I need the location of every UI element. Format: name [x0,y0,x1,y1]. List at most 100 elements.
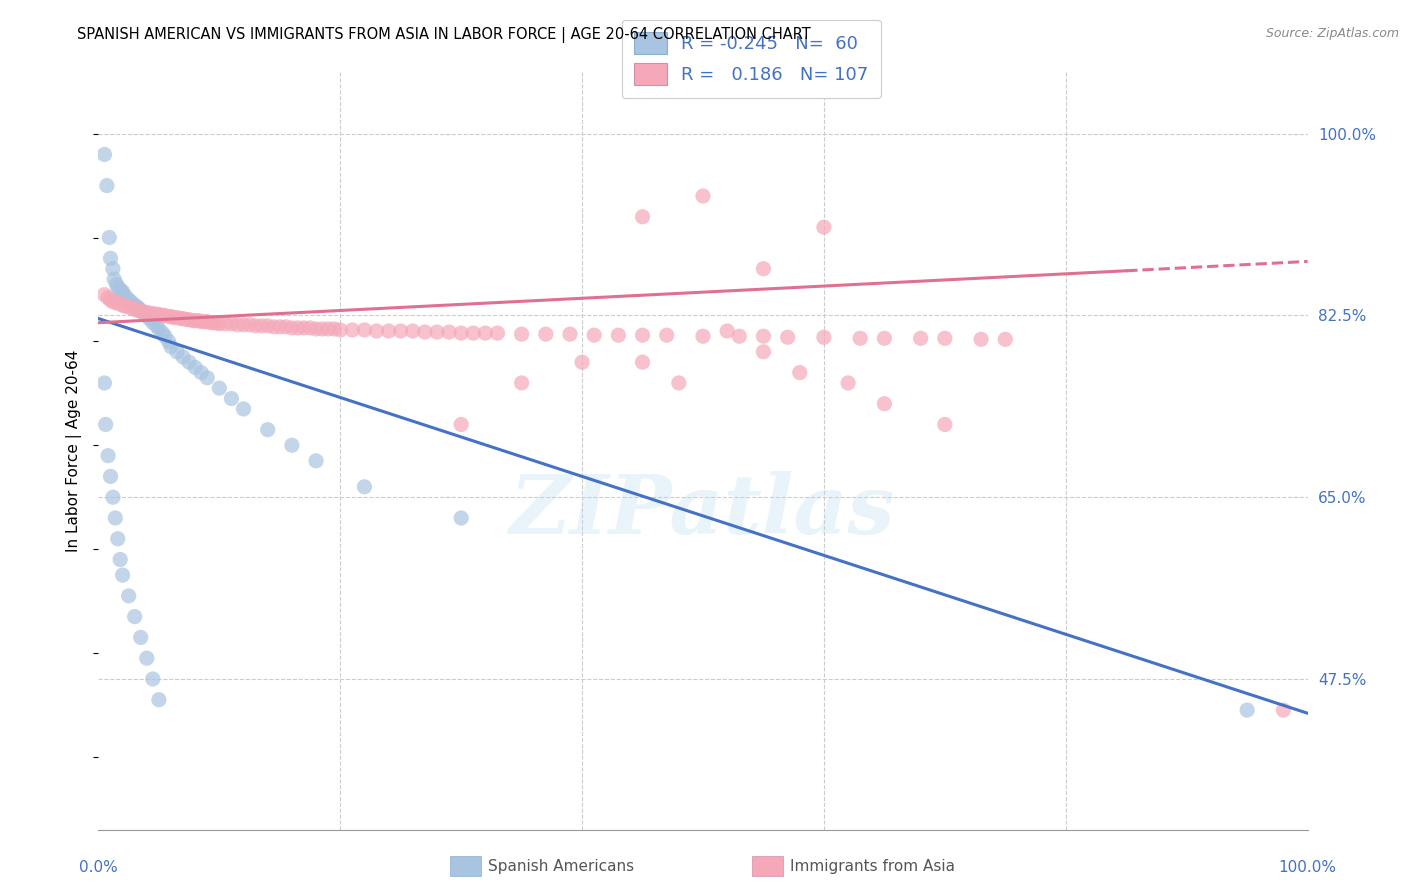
Point [100,252,122,266]
Point [93,376,115,390]
Point [118,589,141,603]
Point [728,329,751,343]
Point [124,302,146,317]
Point [837,376,859,390]
Point [571,355,593,369]
Point [934,417,956,432]
Point [101,261,124,276]
Point [93,287,115,301]
Point [1236,703,1258,717]
Point [353,480,375,494]
Point [208,317,231,331]
Point [120,294,142,309]
Point [450,417,472,432]
Text: Source: ZipAtlas.com: Source: ZipAtlas.com [1265,27,1399,40]
Point [873,397,896,411]
Point [172,311,194,326]
Point [111,568,134,582]
Point [132,305,155,319]
Point [142,306,165,320]
Point [166,344,188,359]
Point [221,392,243,406]
Point [534,327,557,342]
Point [776,330,799,344]
Point [752,344,775,359]
Point [135,309,157,323]
Text: 0.0%: 0.0% [79,860,118,875]
Point [121,297,143,311]
Point [970,332,993,346]
Point [98,230,121,244]
Point [655,328,678,343]
Point [377,324,399,338]
Point [202,316,225,330]
Point [97,449,120,463]
Point [105,296,128,310]
Point [138,311,160,326]
Point [281,321,304,335]
Point [232,318,254,332]
Point [329,323,352,337]
Point [153,309,176,323]
Y-axis label: In Labor Force | Age 20-64: In Labor Force | Age 20-64 [66,350,83,551]
Point [311,322,333,336]
Point [292,321,315,335]
Point [179,355,201,369]
Point [169,311,191,326]
Point [118,293,141,307]
Point [127,301,149,315]
Point [510,327,533,342]
Point [111,285,134,299]
Point [181,313,204,327]
Point [94,417,117,432]
Point [124,298,146,312]
Point [752,261,775,276]
Point [208,381,231,395]
Point [389,324,412,338]
Point [142,316,165,330]
Point [145,307,167,321]
Point [118,300,141,314]
Point [148,322,170,336]
Point [111,298,134,312]
Point [402,324,425,338]
Point [184,313,207,327]
Point [101,490,124,504]
Point [100,293,122,307]
Point [366,324,388,338]
Point [413,325,436,339]
Point [129,303,152,318]
Text: 100.0%: 100.0% [1278,860,1337,875]
Point [256,423,278,437]
Point [256,318,278,333]
Point [190,366,212,380]
Point [108,283,131,297]
Point [115,291,138,305]
Point [190,315,212,329]
Point [994,332,1017,346]
Point [1272,703,1295,717]
Point [205,316,228,330]
Text: Immigrants from Asia: Immigrants from Asia [790,859,955,873]
Point [200,316,222,330]
Point [631,328,654,343]
Point [148,692,170,706]
Point [583,328,606,343]
Point [160,310,183,324]
Point [153,329,176,343]
Point [474,326,496,340]
Point [281,438,304,452]
Point [152,309,174,323]
Point [226,318,249,332]
Point [101,294,124,309]
Point [353,323,375,337]
Point [631,355,654,369]
Point [934,331,956,345]
Point [510,376,533,390]
Legend: R = -0.245   N=  60, R =   0.186   N= 107: R = -0.245 N= 60, R = 0.186 N= 107 [621,20,882,98]
Point [152,326,174,340]
Point [176,312,198,326]
Point [107,280,129,294]
Point [157,310,180,324]
Point [172,350,194,364]
